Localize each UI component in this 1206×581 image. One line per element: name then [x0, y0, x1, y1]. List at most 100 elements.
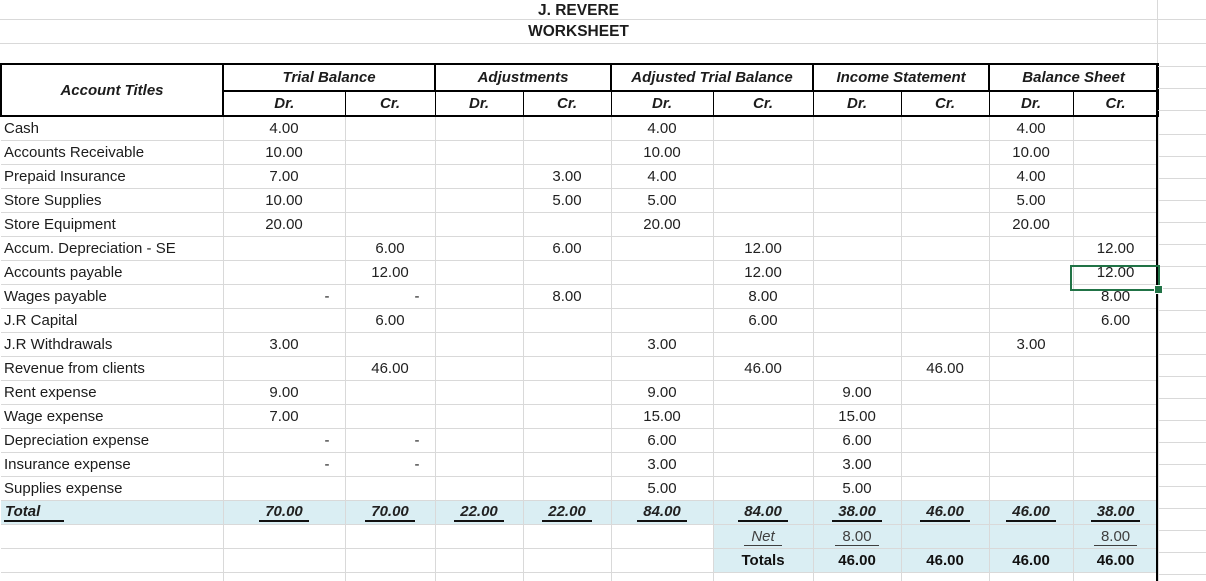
cell[interactable] — [222, 572, 346, 581]
cell[interactable]: 6.00 — [712, 308, 814, 333]
cell[interactable]: 4.00 — [988, 115, 1074, 141]
cell[interactable]: - — [344, 284, 436, 309]
cell[interactable] — [900, 212, 990, 237]
cell[interactable] — [1072, 380, 1159, 405]
cell[interactable]: 3.00 — [988, 332, 1074, 357]
cell[interactable]: 12.00 — [344, 260, 436, 285]
cell[interactable] — [434, 140, 524, 165]
cell[interactable] — [712, 476, 814, 501]
cell[interactable] — [610, 308, 714, 333]
cell[interactable]: 8.00 — [1072, 524, 1159, 549]
cell[interactable] — [610, 284, 714, 309]
cell[interactable] — [222, 260, 346, 285]
cell[interactable]: - — [222, 452, 346, 477]
cell[interactable] — [900, 284, 990, 309]
cell[interactable]: 38.00 — [1072, 500, 1159, 525]
cell[interactable]: 20.00 — [222, 212, 346, 237]
cell[interactable]: 12.00 — [1072, 236, 1159, 261]
cell[interactable] — [610, 356, 714, 381]
cell[interactable] — [988, 260, 1074, 285]
cell[interactable] — [1072, 188, 1159, 213]
cell[interactable] — [522, 548, 612, 573]
cell[interactable] — [434, 452, 524, 477]
cell[interactable] — [522, 140, 612, 165]
cell[interactable]: 12.00 — [1072, 260, 1159, 285]
cell[interactable] — [812, 356, 902, 381]
cell[interactable]: 10.00 — [222, 188, 346, 213]
cell[interactable] — [1072, 356, 1159, 381]
cell[interactable]: 10.00 — [988, 140, 1074, 165]
cell[interactable]: 22.00 — [522, 500, 612, 525]
cell[interactable] — [988, 476, 1074, 501]
cell[interactable] — [900, 115, 990, 141]
cell[interactable] — [1, 524, 224, 549]
cell[interactable]: 3.00 — [812, 452, 902, 477]
cell[interactable] — [1, 548, 224, 573]
cell[interactable] — [434, 212, 524, 237]
cell[interactable]: 84.00 — [712, 500, 814, 525]
cell[interactable]: 46.00 — [900, 356, 990, 381]
account-title-cell[interactable]: Store Equipment — [1, 212, 224, 237]
cell[interactable] — [1072, 140, 1159, 165]
cell[interactable] — [812, 284, 902, 309]
cell[interactable] — [610, 548, 714, 573]
cell[interactable]: Total — [1, 500, 224, 525]
cell[interactable]: 4.00 — [988, 164, 1074, 189]
cell[interactable]: 12.00 — [712, 260, 814, 285]
cell[interactable] — [1072, 164, 1159, 189]
cell[interactable] — [434, 524, 524, 549]
cell[interactable]: 6.00 — [1072, 308, 1159, 333]
cell[interactable]: 6.00 — [812, 428, 902, 453]
cell[interactable] — [712, 572, 814, 581]
cell[interactable]: 5.00 — [610, 188, 714, 213]
account-title-cell[interactable]: J.R Capital — [1, 308, 224, 333]
cell[interactable]: 4.00 — [222, 115, 346, 141]
cell[interactable]: 6.00 — [610, 428, 714, 453]
cell[interactable]: - — [222, 428, 346, 453]
cell[interactable] — [434, 115, 524, 141]
cell[interactable]: 70.00 — [344, 500, 436, 525]
cell[interactable] — [522, 524, 612, 549]
cell[interactable] — [812, 188, 902, 213]
account-title-cell[interactable]: Accounts payable — [1, 260, 224, 285]
cell[interactable] — [522, 452, 612, 477]
cell[interactable] — [988, 380, 1074, 405]
cell[interactable] — [522, 476, 612, 501]
cell[interactable] — [1072, 572, 1159, 581]
cell[interactable]: Totals — [712, 548, 814, 573]
cell[interactable] — [344, 524, 436, 549]
cell[interactable]: 46.00 — [900, 548, 990, 573]
cell[interactable]: - — [222, 284, 346, 309]
cell[interactable]: 3.00 — [610, 452, 714, 477]
cell[interactable] — [522, 572, 612, 581]
cell[interactable] — [812, 212, 902, 237]
cell[interactable] — [900, 140, 990, 165]
account-title-cell[interactable]: Accounts Receivable — [1, 140, 224, 165]
cell[interactable]: - — [344, 428, 436, 453]
cell[interactable] — [712, 404, 814, 429]
cell[interactable] — [434, 332, 524, 357]
cell[interactable]: 46.00 — [812, 548, 902, 573]
cell[interactable] — [712, 115, 814, 141]
cell[interactable] — [988, 452, 1074, 477]
cell[interactable] — [1072, 404, 1159, 429]
cell[interactable]: 15.00 — [610, 404, 714, 429]
fill-handle[interactable] — [1154, 285, 1163, 294]
account-title-cell[interactable]: Insurance expense — [1, 452, 224, 477]
cell[interactable]: Net — [712, 524, 814, 549]
cell[interactable]: 8.00 — [522, 284, 612, 309]
cell[interactable] — [900, 452, 990, 477]
cell[interactable]: 46.00 — [344, 356, 436, 381]
cell[interactable]: 46.00 — [988, 548, 1074, 573]
cell[interactable] — [434, 356, 524, 381]
cell[interactable]: 46.00 — [900, 500, 990, 525]
cell[interactable] — [434, 164, 524, 189]
cell[interactable] — [434, 380, 524, 405]
account-title-cell[interactable]: Cash — [1, 115, 224, 141]
account-title-cell[interactable]: Wage expense — [1, 404, 224, 429]
cell[interactable] — [900, 404, 990, 429]
cell[interactable] — [344, 476, 436, 501]
cell[interactable] — [988, 572, 1074, 581]
cell[interactable]: 20.00 — [988, 212, 1074, 237]
cell[interactable] — [222, 476, 346, 501]
